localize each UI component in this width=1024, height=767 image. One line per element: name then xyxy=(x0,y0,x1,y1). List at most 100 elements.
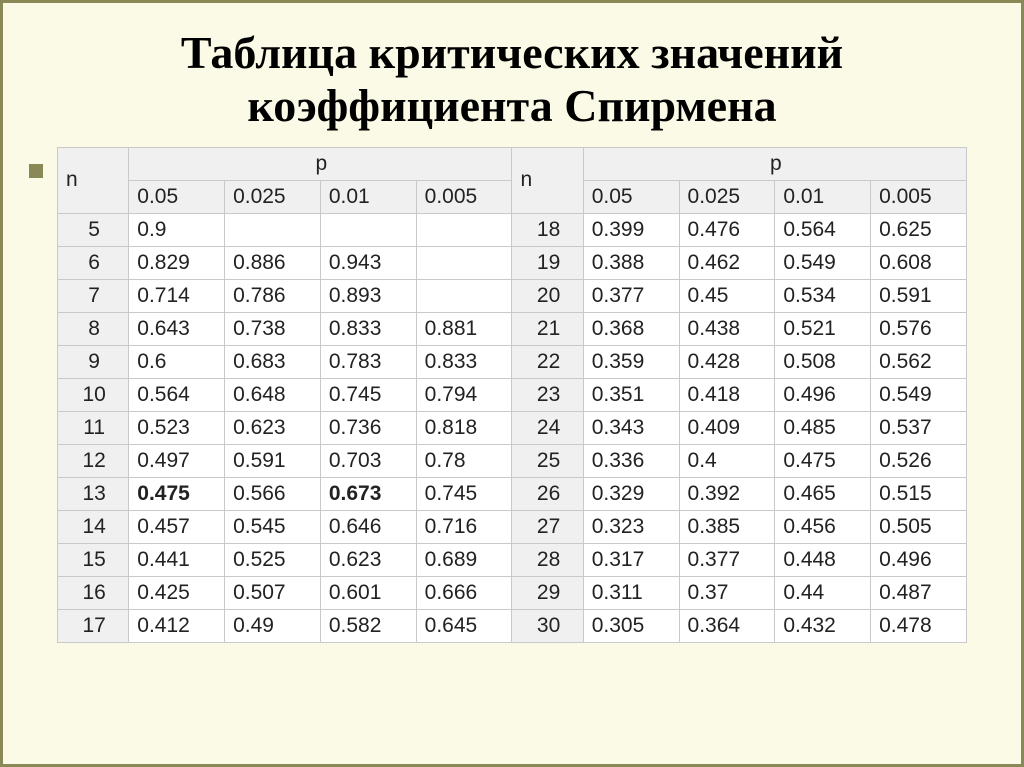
value-cell: 0.673 xyxy=(320,477,416,510)
p-level-right-3: 0.005 xyxy=(871,180,967,213)
value-cell: 0.457 xyxy=(129,510,225,543)
value-cell: 0.545 xyxy=(225,510,321,543)
value-cell: 0.881 xyxy=(416,312,512,345)
value-cell: 0.829 xyxy=(129,246,225,279)
table-row: 50.9180.3990.4760.5640.625 xyxy=(58,213,967,246)
value-cell: 0.359 xyxy=(583,345,679,378)
table-row: 130.4750.5660.6730.745260.3290.3920.4650… xyxy=(58,477,967,510)
value-cell: 0.425 xyxy=(129,576,225,609)
value-cell: 0.549 xyxy=(871,378,967,411)
value-cell xyxy=(320,213,416,246)
value-cell: 0.377 xyxy=(583,279,679,312)
value-cell: 0.448 xyxy=(775,543,871,576)
value-cell: 0.478 xyxy=(871,609,967,642)
value-cell: 0.409 xyxy=(679,411,775,444)
value-cell: 0.794 xyxy=(416,378,512,411)
value-cell: 0.666 xyxy=(416,576,512,609)
p-level-right-0: 0.05 xyxy=(583,180,679,213)
value-cell: 0.317 xyxy=(583,543,679,576)
table-header-row-1: n p n p xyxy=(58,147,967,180)
value-cell: 0.515 xyxy=(871,477,967,510)
value-cell: 0.893 xyxy=(320,279,416,312)
n-cell-right: 27 xyxy=(512,510,583,543)
value-cell: 0.475 xyxy=(129,477,225,510)
value-cell: 0.683 xyxy=(225,345,321,378)
value-cell: 0.745 xyxy=(320,378,416,411)
n-cell-left: 17 xyxy=(58,609,129,642)
value-cell: 0.523 xyxy=(129,411,225,444)
value-cell xyxy=(416,246,512,279)
value-cell xyxy=(225,213,321,246)
value-cell: 0.714 xyxy=(129,279,225,312)
value-cell xyxy=(416,213,512,246)
n-cell-right: 22 xyxy=(512,345,583,378)
slide-container: Таблица критических значений коэффициент… xyxy=(0,0,1024,767)
p-level-right-2: 0.01 xyxy=(775,180,871,213)
value-cell: 0.432 xyxy=(775,609,871,642)
n-cell-right: 24 xyxy=(512,411,583,444)
value-cell: 0.465 xyxy=(775,477,871,510)
n-cell-right: 19 xyxy=(512,246,583,279)
value-cell: 0.576 xyxy=(871,312,967,345)
value-cell: 0.311 xyxy=(583,576,679,609)
table-row: 90.60.6830.7830.833220.3590.4280.5080.56… xyxy=(58,345,967,378)
value-cell: 0.351 xyxy=(583,378,679,411)
value-cell: 0.716 xyxy=(416,510,512,543)
p-level-left-0: 0.05 xyxy=(129,180,225,213)
n-cell-left: 15 xyxy=(58,543,129,576)
value-cell: 0.738 xyxy=(225,312,321,345)
n-cell-right: 26 xyxy=(512,477,583,510)
value-cell: 0.818 xyxy=(416,411,512,444)
value-cell: 0.648 xyxy=(225,378,321,411)
value-cell: 0.497 xyxy=(129,444,225,477)
spearman-critical-values-table: n p n p 0.05 0.025 0.01 0.005 0.05 0.025… xyxy=(57,147,967,643)
value-cell: 0.392 xyxy=(679,477,775,510)
table-row: 150.4410.5250.6230.689280.3170.3770.4480… xyxy=(58,543,967,576)
value-cell: 0.456 xyxy=(775,510,871,543)
bullet-marker-icon xyxy=(29,164,43,178)
page-title: Таблица критических значений коэффициент… xyxy=(57,27,967,133)
p-level-left-3: 0.005 xyxy=(416,180,512,213)
n-cell-right: 30 xyxy=(512,609,583,642)
n-cell-right: 18 xyxy=(512,213,583,246)
value-cell: 0.329 xyxy=(583,477,679,510)
value-cell: 0.943 xyxy=(320,246,416,279)
table-row: 70.7140.7860.893200.3770.450.5340.591 xyxy=(58,279,967,312)
value-cell: 0.833 xyxy=(416,345,512,378)
value-cell: 0.438 xyxy=(679,312,775,345)
value-cell: 0.412 xyxy=(129,609,225,642)
value-cell: 0.49 xyxy=(225,609,321,642)
value-cell: 0.418 xyxy=(679,378,775,411)
n-cell-left: 16 xyxy=(58,576,129,609)
n-cell-left: 10 xyxy=(58,378,129,411)
value-cell: 0.496 xyxy=(871,543,967,576)
value-cell: 0.623 xyxy=(225,411,321,444)
table-row: 140.4570.5450.6460.716270.3230.3850.4560… xyxy=(58,510,967,543)
table-row: 110.5230.6230.7360.818240.3430.4090.4850… xyxy=(58,411,967,444)
value-cell: 0.643 xyxy=(129,312,225,345)
value-cell: 0.377 xyxy=(679,543,775,576)
n-cell-right: 20 xyxy=(512,279,583,312)
value-cell: 0.9 xyxy=(129,213,225,246)
value-cell: 0.703 xyxy=(320,444,416,477)
value-cell: 0.505 xyxy=(871,510,967,543)
value-cell: 0.645 xyxy=(416,609,512,642)
table-row: 60.8290.8860.943190.3880.4620.5490.608 xyxy=(58,246,967,279)
value-cell: 0.564 xyxy=(775,213,871,246)
value-cell: 0.78 xyxy=(416,444,512,477)
value-cell: 0.608 xyxy=(871,246,967,279)
table-row: 120.4970.5910.7030.78250.3360.40.4750.52… xyxy=(58,444,967,477)
value-cell: 0.441 xyxy=(129,543,225,576)
n-cell-left: 7 xyxy=(58,279,129,312)
p-level-left-1: 0.025 xyxy=(225,180,321,213)
col-header-p-right: p xyxy=(583,147,966,180)
value-cell: 0.336 xyxy=(583,444,679,477)
value-cell: 0.623 xyxy=(320,543,416,576)
table-body: 50.9180.3990.4760.5640.62560.8290.8860.9… xyxy=(58,213,967,642)
value-cell: 0.485 xyxy=(775,411,871,444)
value-cell: 0.625 xyxy=(871,213,967,246)
value-cell: 0.689 xyxy=(416,543,512,576)
value-cell: 0.833 xyxy=(320,312,416,345)
value-cell: 0.783 xyxy=(320,345,416,378)
value-cell: 0.591 xyxy=(225,444,321,477)
